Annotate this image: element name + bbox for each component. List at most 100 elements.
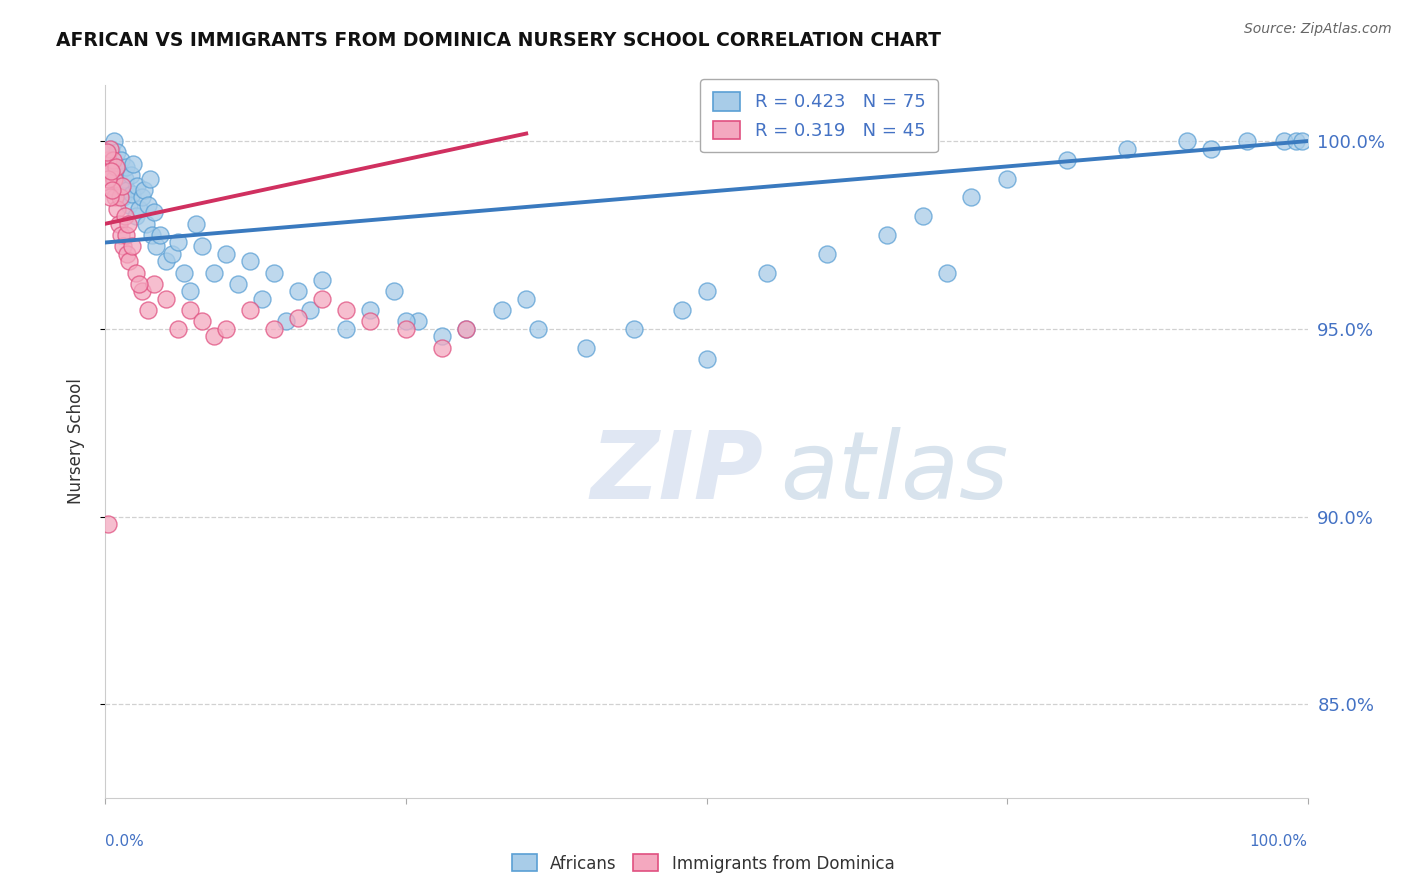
Point [214,322,236,336]
Point [755,266,778,280]
Point [105,161,128,175]
Point [160,246,183,260]
Point [263,266,285,280]
Point [117,217,139,231]
Point [148,227,170,242]
Point [263,322,285,336]
Point [97,171,120,186]
Point [335,303,357,318]
Point [115,161,138,175]
Point [454,322,477,336]
Point [118,254,141,268]
Point [623,322,645,336]
Point [98,190,121,204]
Point [527,322,550,336]
Point [575,341,598,355]
Point [120,168,142,182]
Point [107,217,129,231]
Point [202,266,225,280]
Point [114,209,136,223]
Point [112,239,135,253]
Point [454,322,477,336]
Point [287,310,309,325]
Point [108,164,131,178]
Point [911,209,934,223]
Point [274,314,297,328]
Point [118,198,141,212]
Point [103,171,125,186]
Text: AFRICAN VS IMMIGRANTS FROM DOMINICA NURSERY SCHOOL CORRELATION CHART: AFRICAN VS IMMIGRANTS FROM DOMINICA NURS… [56,31,941,50]
Point [960,190,983,204]
Text: 100.0%: 100.0% [1250,834,1308,849]
Point [395,314,418,328]
Point [97,153,120,167]
Point [226,277,249,291]
Point [110,227,132,242]
Point [250,292,273,306]
Point [1201,142,1223,156]
Point [335,322,357,336]
Point [108,190,131,204]
Point [122,156,145,170]
Point [696,285,718,299]
Point [166,235,188,250]
Point [124,266,146,280]
Point [515,292,537,306]
Point [190,314,212,328]
Point [395,322,418,336]
Point [97,517,120,532]
Text: 0.0%: 0.0% [105,834,145,849]
Point [115,183,138,197]
Point [173,266,195,280]
Point [107,145,129,160]
Point [121,239,143,253]
Point [96,145,118,160]
Legend: Africans, Immigrants from Dominica: Africans, Immigrants from Dominica [505,847,901,880]
Point [406,314,429,328]
Point [136,303,159,318]
Point [214,246,236,260]
Point [139,171,162,186]
Point [131,190,153,204]
Point [1116,142,1139,156]
Point [179,285,201,299]
Point [359,314,381,328]
Point [239,303,262,318]
Legend: R = 0.423   N = 75, R = 0.319   N = 45: R = 0.423 N = 75, R = 0.319 N = 45 [700,79,938,153]
Point [1291,134,1313,148]
Point [876,227,898,242]
Point [311,292,333,306]
Point [239,254,262,268]
Point [1236,134,1258,148]
Point [382,285,405,299]
Point [166,322,188,336]
Point [132,183,155,197]
Point [124,209,146,223]
Point [298,303,321,318]
Point [696,351,718,366]
Point [98,142,121,156]
Point [104,161,127,175]
Point [136,198,159,212]
Point [311,273,333,287]
Point [936,266,959,280]
Point [115,227,138,242]
Point [100,164,122,178]
Point [155,292,177,306]
Point [184,217,207,231]
Point [190,239,212,253]
Point [491,303,513,318]
Point [179,303,201,318]
Point [287,285,309,299]
Point [155,254,177,268]
Point [101,183,124,197]
Point [142,205,165,219]
Text: Source: ZipAtlas.com: Source: ZipAtlas.com [1244,22,1392,37]
Point [128,277,150,291]
Point [1175,134,1198,148]
Point [202,329,225,343]
Point [1284,134,1306,148]
Point [131,285,153,299]
Point [115,246,138,260]
Point [101,153,124,167]
